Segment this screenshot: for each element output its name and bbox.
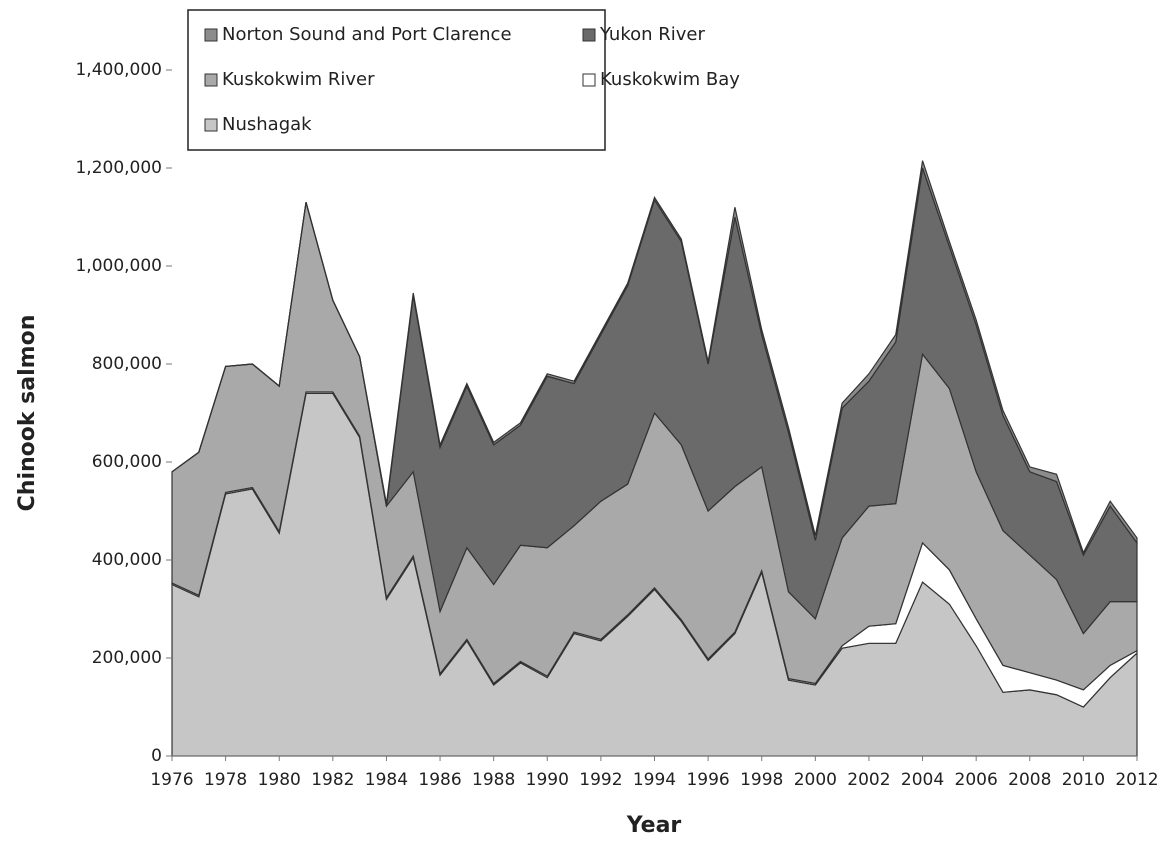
x-tick-label: 2002: [847, 770, 890, 790]
legend-swatch: [204, 118, 218, 132]
x-tick-label: 1998: [740, 770, 783, 790]
plot-area: [171, 160, 1138, 757]
x-tick-label: 2008: [1008, 770, 1051, 790]
x-axis-title: Year: [626, 813, 682, 838]
y-tick-label: 1,400,000: [75, 60, 162, 80]
legend-swatch: [204, 73, 218, 87]
legend-label: Norton Sound and Port Clarence: [222, 24, 512, 45]
x-tick-label: 1988: [472, 770, 515, 790]
legend-swatch: [582, 28, 596, 42]
x-tick-label: 1980: [258, 770, 301, 790]
x-tick-label: 1976: [150, 770, 193, 790]
y-axis-title: Chinook salmon: [15, 315, 40, 512]
legend-swatch: [582, 73, 596, 87]
x-tick-label: 2012: [1115, 770, 1158, 790]
area: [171, 160, 1138, 557]
y-tick-label: 0: [151, 746, 162, 766]
x-tick-label: 2010: [1062, 770, 1105, 790]
legend-swatch: [204, 28, 218, 42]
legend-label: Kuskokwim Bay: [600, 69, 740, 90]
legend-label: Nushagak: [222, 114, 312, 135]
y-tick-label: 200,000: [92, 648, 162, 668]
x-tick-label: 1986: [418, 770, 461, 790]
y-tick-label: 800,000: [92, 354, 162, 374]
x-tick-label: 1990: [526, 770, 569, 790]
legend-label: Kuskokwim River: [222, 69, 375, 90]
y-tick-label: 400,000: [92, 550, 162, 570]
y-tick-label: 1,000,000: [75, 256, 162, 276]
legend-box: [187, 9, 606, 151]
x-tick-label: 1994: [633, 770, 676, 790]
x-tick-label: 1978: [204, 770, 247, 790]
x-tick-label: 2004: [901, 770, 944, 790]
x-tick-label: 1992: [579, 770, 622, 790]
legend-label: Yukon River: [599, 24, 705, 45]
x-tick-label: 2000: [794, 770, 837, 790]
x-tick-label: 2006: [955, 770, 998, 790]
x-tick-label: 1996: [686, 770, 729, 790]
x-tick-label: 1982: [311, 770, 354, 790]
y-tick-label: 1,200,000: [75, 158, 162, 178]
x-tick-label: 1984: [365, 770, 408, 790]
y-tick-label: 600,000: [92, 452, 162, 472]
